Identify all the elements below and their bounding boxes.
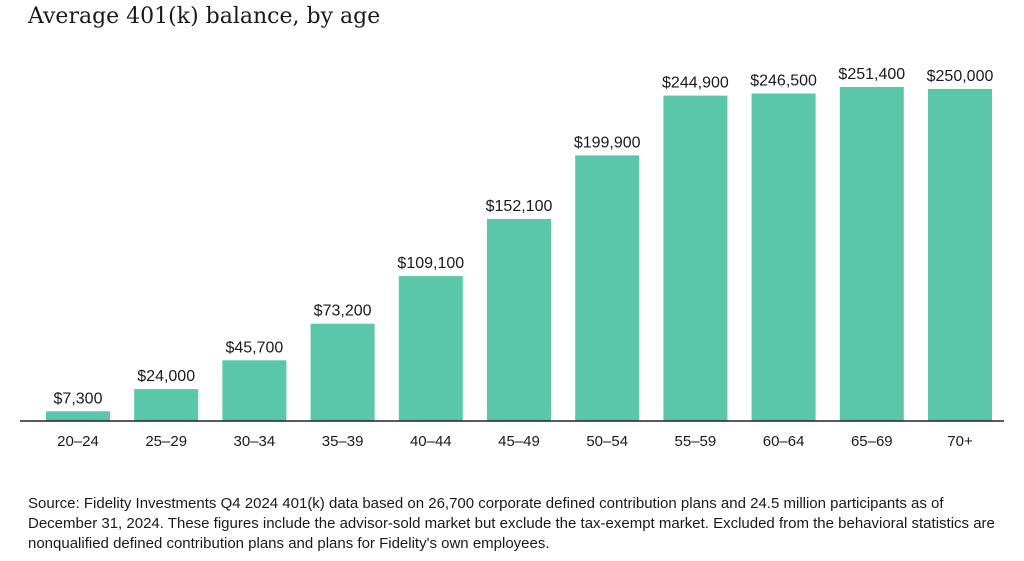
bar-value-label: $199,900 [574, 134, 641, 151]
bar-value-label: $7,300 [54, 390, 103, 407]
bar-value-label: $251,400 [838, 66, 905, 83]
bar-value-label: $250,000 [927, 68, 994, 85]
bar-30–34 [222, 360, 287, 421]
x-tick-label: 30–34 [234, 433, 276, 450]
x-tick-label: 65–69 [851, 433, 893, 450]
x-tick-label: 35–39 [322, 433, 364, 450]
bar-70+ [928, 88, 992, 422]
bar-value-label: $244,900 [662, 75, 729, 92]
bar-value-label: $45,700 [225, 339, 283, 356]
bar-45–49 [487, 218, 551, 421]
bar-value-label: $109,100 [397, 255, 464, 272]
bar-60–64 [751, 93, 816, 421]
x-tick-label: 55–59 [675, 433, 717, 450]
x-tick-label: 20–24 [57, 433, 99, 450]
x-tick-label: 60–64 [763, 433, 805, 450]
bars-layer [46, 87, 992, 422]
bar-20–24 [46, 411, 110, 421]
x-tick-label: 45–49 [498, 433, 540, 450]
data-labels-layer: $7,300 $24,000 $45,700 $73,200 $109,100 $152,… [54, 66, 994, 407]
source-footnote: Source: Fidelity Investments Q4 2024 401… [28, 495, 995, 552]
chart-title: Average 401(k) balance, by age [28, 4, 381, 29]
x-tick-label: 70+ [947, 433, 973, 450]
bar-25–29 [134, 389, 199, 421]
bar-value-label: $24,000 [137, 368, 195, 385]
x-tick-label: 40–44 [410, 433, 452, 450]
bar-value-label: $152,100 [486, 198, 553, 215]
bar-chart: $7,300 $24,000 $45,700 $73,200 $109,100 $152,… [20, 66, 1004, 450]
x-tick-label: 50–54 [586, 433, 628, 450]
bar-50–54 [575, 155, 640, 421]
bar-65–69 [839, 87, 904, 421]
bar-55–59 [663, 95, 728, 421]
x-tick-label: 25–29 [145, 433, 187, 450]
bar-value-label: $73,200 [314, 303, 372, 320]
bar-35–39 [310, 323, 375, 421]
x-tick-labels-layer: 20–24 25–29 30–34 35–39 40–44 45–49 50–54 55–59… [57, 433, 973, 450]
bar-40–44 [398, 276, 463, 421]
bar-value-label: $246,500 [750, 73, 817, 90]
